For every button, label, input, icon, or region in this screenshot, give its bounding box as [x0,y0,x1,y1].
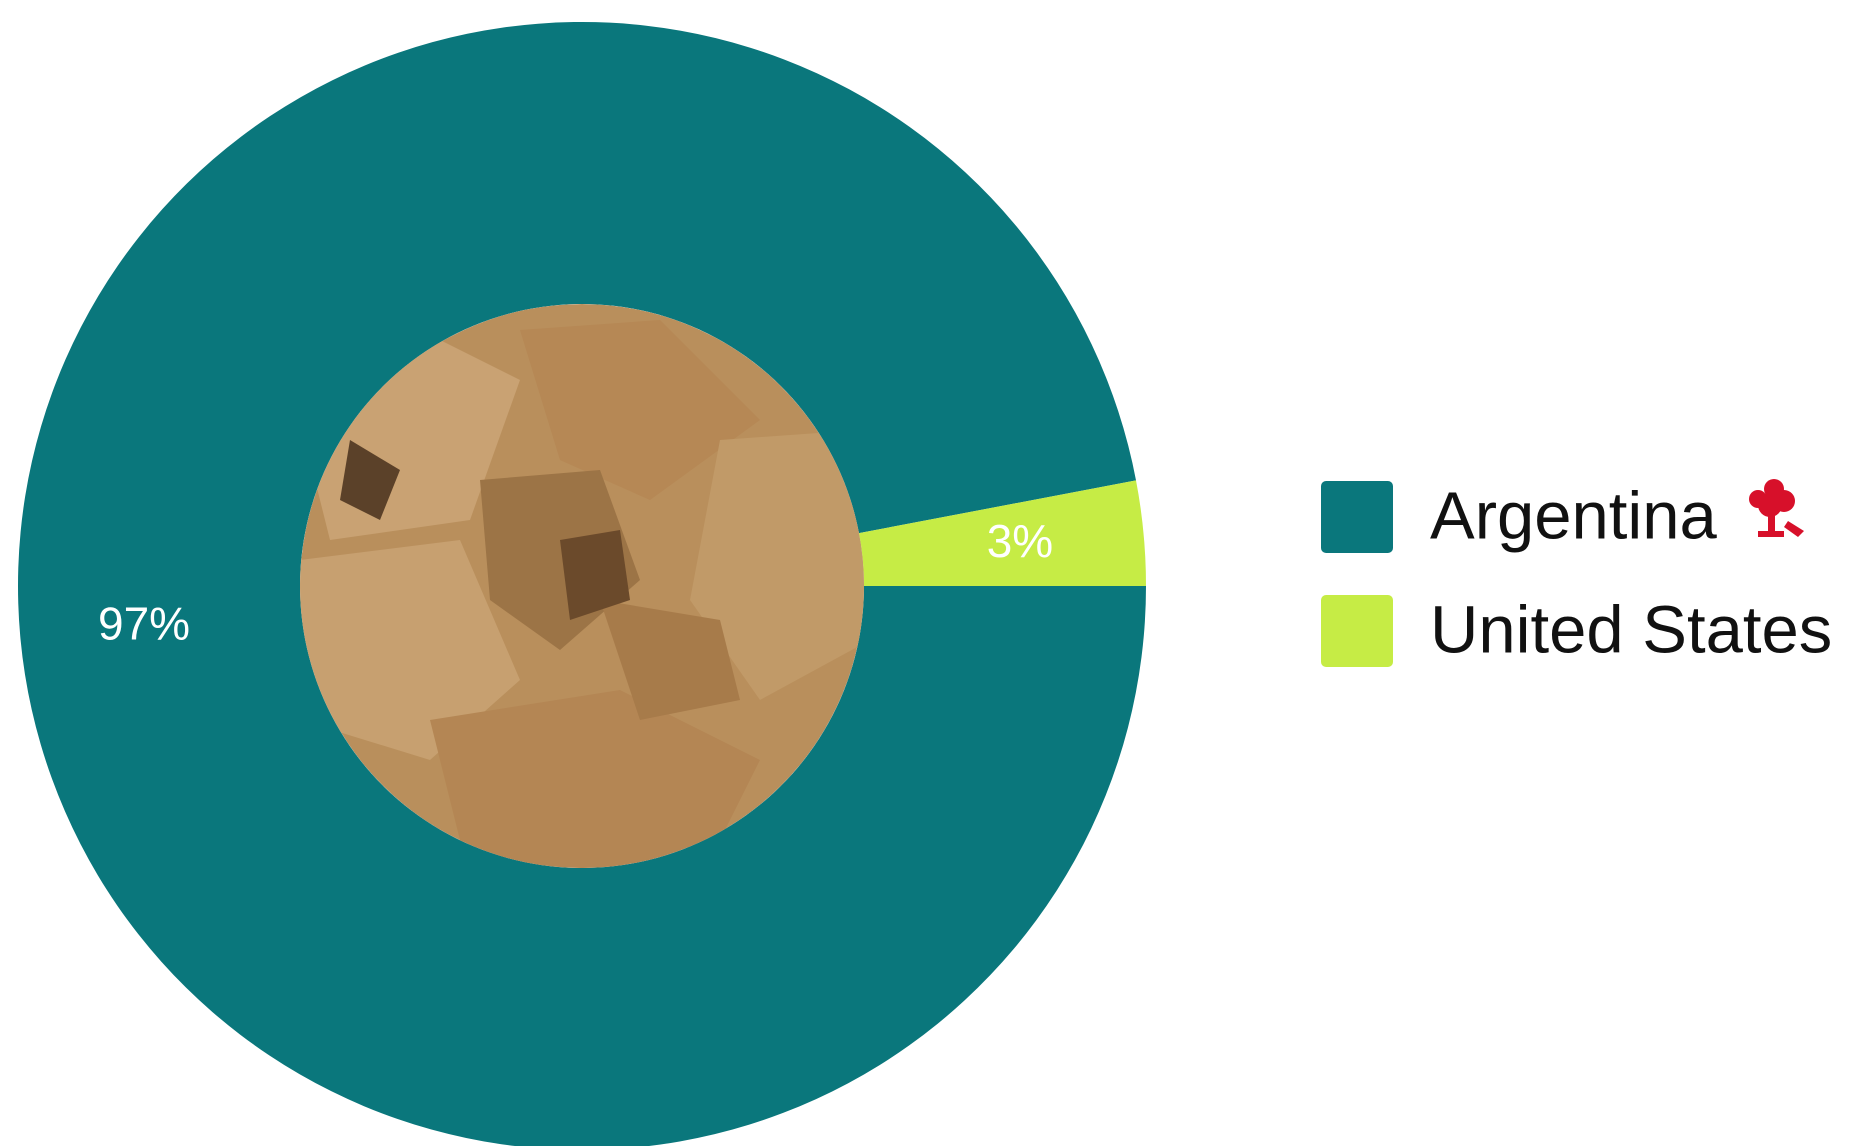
donut-slice [859,480,1146,586]
value-label: 3% [987,515,1053,567]
legend-label: United States [1430,593,1832,668]
legend-swatch [1321,481,1393,553]
legend-swatch [1321,595,1393,667]
value-label: 97% [98,598,190,650]
donut-slice [18,22,1146,1146]
slices [18,22,1146,1146]
center-photo [300,304,864,868]
legend-label: Argentina [1430,479,1718,554]
legend: Argentina United States [1321,479,1832,668]
legend-icon [1749,479,1804,537]
value-labels: 97% 3% [98,515,1053,650]
